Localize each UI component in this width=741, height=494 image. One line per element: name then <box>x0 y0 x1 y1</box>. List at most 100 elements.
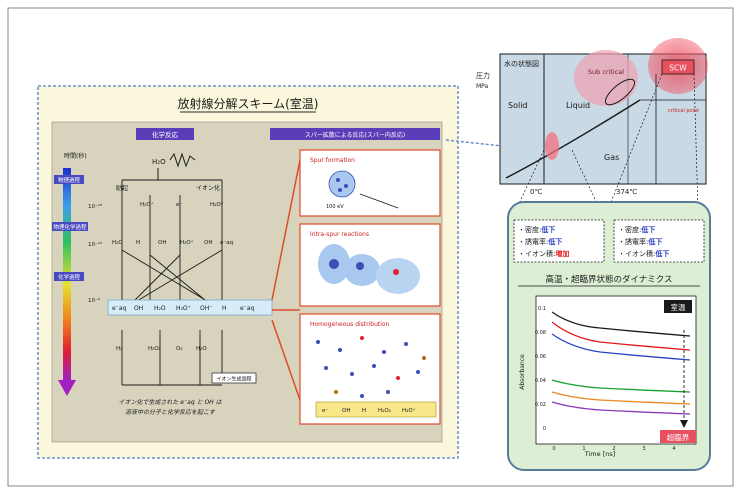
spur-track-panel <box>299 149 441 217</box>
svg-text:0.08: 0.08 <box>535 330 546 336</box>
svg-text:H₂: H₂ <box>116 346 122 352</box>
svg-text:H₃O⁺: H₃O⁺ <box>180 239 194 246</box>
critical-point-label: critical point <box>668 108 699 114</box>
gas-label: Gas <box>604 153 619 162</box>
scw-box <box>661 59 695 75</box>
scheme-title: 放射線分解スキーム(室温) <box>177 96 318 111</box>
bottom-tag-box <box>211 372 257 384</box>
supercritical-tag-box <box>660 430 696 443</box>
svg-text:e⁻aq: e⁻aq <box>240 305 255 312</box>
dynamics-title: 高温・超臨界状態のダイナミクス <box>545 274 672 285</box>
spur-cluster <box>328 170 356 198</box>
svg-text:H₂O₂: H₂O₂ <box>148 346 161 352</box>
svg-text:H₃O⁺: H₃O⁺ <box>176 305 191 312</box>
property-value: 低下 <box>647 237 662 246</box>
chemical-reaction-label-box <box>136 128 194 140</box>
species-mid-row: H₂O H OH H₃O⁺ OH e⁻aq <box>112 239 233 246</box>
svg-text:O₂: O₂ <box>176 346 183 352</box>
x-tick-374c: 374℃ <box>616 188 637 196</box>
dynamics-panel: ・密度:低下・誘電率:低下・イオン積:増加・密度:低下・誘電率:低下・イオン積:… <box>507 201 711 471</box>
svg-text:H₂O⁺: H₂O⁺ <box>140 201 154 208</box>
phase-diagram: 圧力 MPa 水の状態図 Solid Liquid Gas Sub critic… <box>476 38 708 211</box>
trace-black <box>551 311 691 337</box>
plot-area <box>535 295 697 445</box>
svg-text:H₃O⁺: H₃O⁺ <box>402 407 416 414</box>
svg-text:H₂O: H₂O <box>112 240 123 246</box>
svg-text:4: 4 <box>672 446 675 452</box>
phase-y-unit: MPa <box>476 83 489 90</box>
property-line: ・密度:低下 <box>618 225 655 234</box>
property-value: 低下 <box>547 237 562 246</box>
intra-spur-label: Intra-spur reactions <box>310 231 369 238</box>
species-bottom-row: H₂ H₂O₂ O₂ H₂O <box>116 346 207 352</box>
spur-reaction-label-box <box>270 128 440 140</box>
ionize-label: イオン化 <box>196 184 220 192</box>
spur-legend-box <box>315 401 437 418</box>
stage2-box <box>52 222 88 231</box>
homogeneous-label: Homogeneous distribution <box>310 321 390 328</box>
property-line: ・誘電率:低下 <box>518 237 562 246</box>
property-name: ・イオン積: <box>518 249 555 258</box>
property-box-left <box>513 219 605 263</box>
spur-track-label: Spur formation <box>310 157 355 164</box>
property-value: 低下 <box>654 249 669 258</box>
spur-reaction-label: スパー拡散による反応(スパー内反応) <box>305 131 406 139</box>
trace-blue <box>551 333 691 361</box>
property-lines: ・密度:低下・誘電率:低下・イオン積:増加・密度:低下・誘電率:低下・イオン積:… <box>518 225 669 258</box>
spur-arrow-label: 100 eV <box>326 204 344 210</box>
stage1-tick: 10⁻¹⁵ <box>88 203 102 210</box>
product-bar <box>107 299 273 316</box>
property-value: 低下 <box>540 225 555 234</box>
svg-text:0.06: 0.06 <box>535 354 546 360</box>
property-line: ・誘電率:低下 <box>618 237 662 246</box>
radiation-wave <box>169 152 196 168</box>
svg-text:0.02: 0.02 <box>535 402 546 408</box>
spur-panels: Spur formation 100 eV Intra-spur reactio… <box>271 149 441 425</box>
temperature-arrow-head <box>680 420 688 428</box>
property-name: ・イオン積: <box>618 249 655 258</box>
liquid-highlight <box>545 132 559 160</box>
svg-text:e⁻: e⁻ <box>322 408 328 414</box>
subcritical-region <box>574 50 638 106</box>
dispersed-species <box>316 336 426 398</box>
svg-text:OH: OH <box>342 408 350 414</box>
property-line: ・密度:低下 <box>518 225 555 234</box>
product-bar-species: e⁻aq OH H₂O H₃O⁺ OH⁻ H e⁻aq <box>112 305 255 312</box>
bottom-tag-label: イオン生成過程 <box>216 376 251 383</box>
trace-orange <box>551 391 691 405</box>
property-name: ・密度: <box>618 225 641 234</box>
y-ticks: 0.1 0.08 0.06 0.04 0.02 0 <box>535 306 546 432</box>
liquid-label: Liquid <box>566 101 590 110</box>
phase-y-label: 圧力 <box>476 71 490 80</box>
stage2-label: 物理化学過程 <box>53 223 87 231</box>
stage1-label: 物理過程 <box>58 176 81 184</box>
svg-text:OH: OH <box>134 305 143 312</box>
x-ticks: 0 1 2 3 4 <box>552 446 675 452</box>
svg-text:H: H <box>362 408 366 414</box>
spur-legend: e⁻ OH H H₂O₂ H₃O⁺ <box>322 407 416 414</box>
solid-label: Solid <box>508 101 528 110</box>
time-header: 時間(秒) <box>64 152 87 160</box>
property-name: ・誘電率: <box>618 237 648 246</box>
svg-text:1: 1 <box>582 446 585 452</box>
time-arrow-head <box>58 380 76 396</box>
spur-arrow <box>359 193 399 209</box>
svg-text:H: H <box>136 240 140 246</box>
svg-text:2: 2 <box>612 446 615 452</box>
svg-text:e⁻: e⁻ <box>176 202 182 208</box>
svg-text:OH⁻: OH⁻ <box>200 305 212 312</box>
property-name: ・誘電率: <box>518 237 548 246</box>
radiolysis-scheme-panel: 放射線分解スキーム(室温) 化学反応 スパー拡散による反応(スパー内反応) 時間… <box>37 85 459 459</box>
subcritical-marker <box>604 78 636 106</box>
scw-label: SCW <box>669 64 687 73</box>
svg-text:e⁻aq: e⁻aq <box>112 305 127 312</box>
svg-text:H₂O: H₂O <box>196 346 207 352</box>
y-axis-label: Absorbance <box>519 354 526 390</box>
room-temp-tag: 室温 <box>671 302 686 312</box>
svg-text:e⁻aq: e⁻aq <box>220 240 233 246</box>
room-temp-tag-box <box>664 300 692 313</box>
x-tick-0c: 0℃ <box>530 188 542 196</box>
trace-green <box>551 379 691 393</box>
panel-connector <box>445 139 541 151</box>
